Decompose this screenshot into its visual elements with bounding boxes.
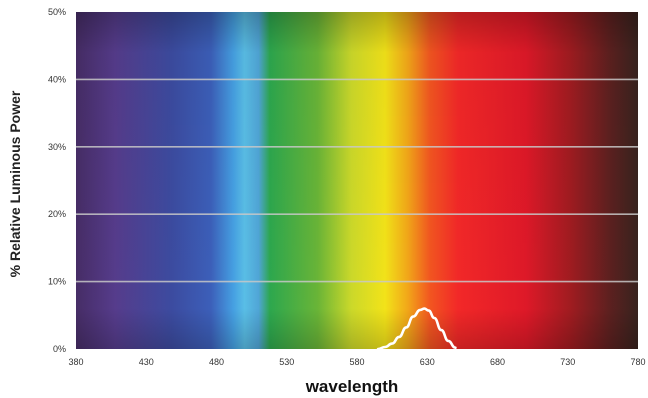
y-axis-label: % Relative Luminous Power [7,90,23,277]
plot-area [76,12,638,349]
x-tick-label: 580 [349,357,364,367]
y-tick-label: 10% [48,277,66,287]
x-tick-label: 730 [560,357,575,367]
x-tick-label: 530 [279,357,294,367]
x-tick-label: 630 [420,357,435,367]
y-tick-label: 30% [48,142,66,152]
x-tick-label: 680 [490,357,505,367]
x-axis-label: wavelength [305,377,399,396]
spectrum-shading [76,12,638,349]
y-tick-label: 20% [48,209,66,219]
y-tick-labels: 0% 10% 20% 30% 40% 50% [48,7,66,354]
y-tick-label: 0% [53,344,66,354]
gridlines [76,78,638,283]
y-tick-label: 40% [48,74,66,84]
series-layer [376,307,457,351]
series-line [376,307,457,351]
y-tick-label: 50% [48,7,66,17]
x-tick-label: 430 [139,357,154,367]
x-tick-label: 780 [630,357,645,367]
x-tick-labels: 380 430 480 530 580 630 680 730 780 [68,357,645,367]
x-tick-label: 480 [209,357,224,367]
x-tick-label: 380 [68,357,83,367]
